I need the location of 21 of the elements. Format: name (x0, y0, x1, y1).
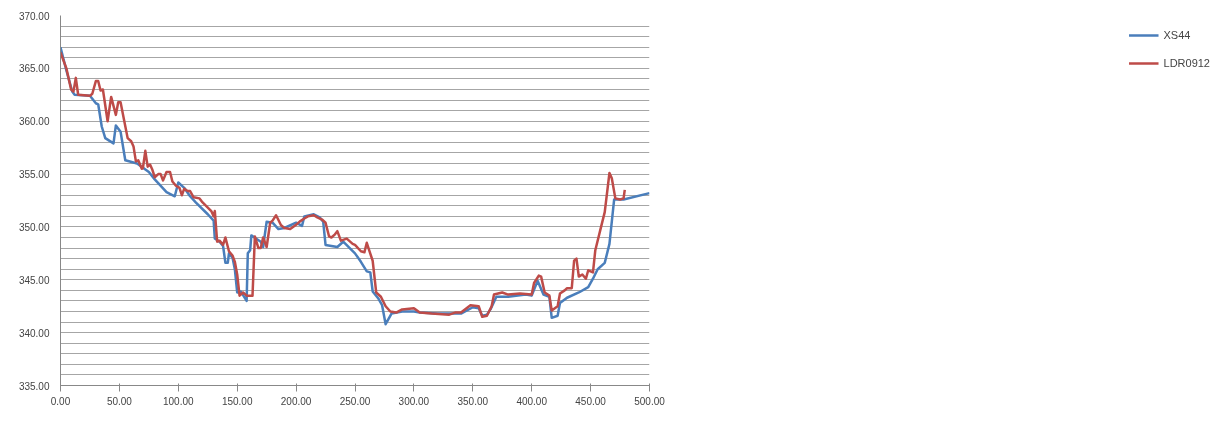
x-tick-label: 200.00 (280, 395, 312, 407)
legend-label: LDR0912 (1163, 57, 1210, 69)
x-tick-label: 350.00 (457, 395, 489, 407)
x-tick-label: 450.00 (575, 395, 607, 407)
x-tick-label: 150.00 (221, 395, 253, 407)
x-tick-label: 500.00 (634, 395, 666, 407)
y-tick-label: 350.00 (18, 221, 50, 233)
y-tick-label: 345.00 (18, 274, 50, 286)
x-tick-label: 400.00 (516, 395, 548, 407)
y-tick-label: 335.00 (18, 380, 50, 392)
x-tick-label: 100.00 (163, 395, 195, 407)
y-tick-label: 340.00 (18, 327, 50, 339)
x-tick-label: 250.00 (339, 395, 371, 407)
x-tick-label: 300.00 (398, 395, 430, 407)
x-tick-label: 0.00 (50, 395, 71, 407)
x-tick-label: 50.00 (106, 395, 133, 407)
y-tick-label: 360.00 (18, 116, 50, 128)
y-tick-label: 370.00 (18, 10, 50, 22)
legend-label: XS44 (1163, 29, 1191, 41)
y-tick-label: 365.00 (18, 63, 50, 75)
y-tick-label: 355.00 (18, 169, 50, 181)
